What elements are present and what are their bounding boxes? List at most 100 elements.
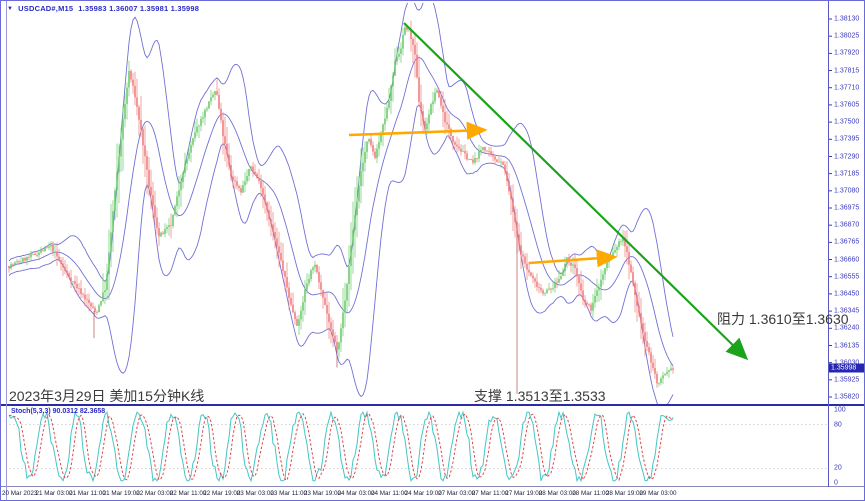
chart-shape — [498, 161, 500, 163]
chart-shape — [572, 264, 574, 266]
symbol-dropdown-icon[interactable]: ▼ — [7, 5, 14, 12]
price-tick-label: 1.37815 — [834, 67, 860, 74]
chart-shape — [314, 264, 316, 268]
support-annotation[interactable]: 支撑 1.3513至1.3533 — [474, 388, 606, 404]
chart-shape — [660, 378, 662, 383]
chart-shape — [266, 202, 268, 211]
time-tick-label: 27 Mar 03:00 — [438, 490, 476, 497]
chart-shape — [204, 109, 206, 118]
chart-shape — [672, 368, 674, 370]
chart-shape — [500, 161, 502, 163]
chart-shape — [34, 253, 36, 255]
chart-shape — [296, 319, 298, 326]
chart-shape — [432, 101, 434, 105]
stoch-d-line — [9, 412, 674, 482]
chart-shape — [318, 272, 320, 283]
chart-shape — [606, 262, 608, 269]
chart-shape — [440, 97, 442, 106]
price-tick-label: 1.38025 — [834, 32, 860, 40]
chart-shape — [136, 97, 138, 107]
main-indicator-separator[interactable] — [1, 404, 864, 406]
chart-shape — [638, 305, 640, 313]
chart-shape — [496, 159, 498, 162]
chart-shape — [550, 288, 552, 290]
chart-shape — [178, 190, 180, 197]
chart-shape — [556, 281, 558, 283]
chart-shape — [294, 312, 296, 320]
price-tick-label: 1.37395 — [834, 135, 860, 143]
chart-shape — [310, 270, 312, 280]
chart-shape — [524, 256, 526, 264]
chart-shape — [462, 151, 464, 152]
date-annotation[interactable]: 2023年3月29日 美加15分钟K线 — [9, 388, 205, 404]
chart-shape — [132, 79, 134, 86]
price-tick-label: 1.36555 — [834, 273, 860, 281]
chart-shape — [390, 86, 392, 101]
chart-shape — [166, 227, 168, 229]
chart-shape — [428, 114, 430, 124]
time-tick-label: 28 Mar 11:00 — [572, 490, 609, 497]
chart-shape — [634, 282, 636, 295]
chart-shape — [452, 135, 454, 143]
chart-shape — [364, 151, 366, 163]
chart-shape — [182, 173, 184, 183]
price-chart-layer[interactable] — [8, 1, 674, 409]
resistance-arrow-object[interactable] — [348, 121, 488, 140]
chart-shape — [530, 272, 532, 276]
chart-shape — [516, 221, 518, 235]
chart-shape — [344, 300, 346, 313]
time-tick-label: 27 Mar 19:00 — [505, 490, 543, 497]
price-tick-label: 1.37080 — [834, 187, 860, 195]
chart-shape — [466, 153, 468, 160]
chart-shape — [196, 126, 198, 133]
chart-shape — [30, 254, 32, 257]
price-tick-label: 1.36030 — [834, 359, 859, 366]
chart-shape — [514, 212, 516, 222]
chart-shape — [322, 289, 324, 298]
chart-shape — [616, 247, 618, 251]
price-tick-label: 1.35820 — [834, 393, 860, 401]
chart-shape — [558, 279, 560, 283]
chart-shape — [326, 304, 328, 314]
chart-shape — [430, 104, 432, 115]
chart-shape — [244, 181, 246, 186]
resistance-arrow-object[interactable] — [528, 249, 618, 268]
chart-shape — [10, 264, 12, 269]
chart-shape — [408, 29, 410, 31]
chart-shape — [292, 304, 294, 313]
chart-shape — [484, 147, 486, 151]
chart-shape — [642, 323, 644, 333]
chart-shape — [578, 276, 580, 284]
time-tick-label: 27 Mar 11:00 — [471, 490, 509, 497]
chart-shape — [472, 159, 474, 163]
resistance-annotation[interactable]: 阻力 1.3610至1.3630 — [717, 311, 849, 327]
chart-shape — [644, 332, 646, 341]
chart-shape — [414, 44, 416, 55]
price-tick-label: 1.36450 — [834, 290, 860, 298]
chart-shape — [120, 139, 122, 157]
chart-shape — [480, 149, 482, 152]
stochastic-indicator-label: Stoch(5,3,3) 90.0312 82.3658 — [11, 408, 106, 415]
chart-shape — [220, 108, 222, 121]
stoch-k-line — [8, 410, 674, 483]
chart-shape — [76, 284, 78, 289]
time-tick-label: 28 Mar 19:00 — [605, 490, 643, 497]
chart-shape — [290, 298, 292, 305]
chart-shape — [632, 272, 634, 283]
chart-shape — [454, 142, 456, 145]
chart-shape — [114, 190, 116, 211]
chart-shape — [444, 112, 446, 123]
chart-shape — [248, 169, 250, 176]
trendline-object[interactable] — [403, 22, 749, 361]
time-tick-label: 24 Mar 11:00 — [371, 490, 408, 497]
chart-shape — [26, 256, 28, 261]
time-tick-label: 21 Mar 19:00 — [102, 490, 140, 497]
chart-shape — [574, 264, 576, 269]
stochastic-panel[interactable] — [8, 410, 827, 483]
chart-shape — [272, 224, 274, 232]
chart-shape — [586, 302, 588, 305]
chart-shape — [240, 188, 242, 193]
chart-shape — [416, 54, 418, 78]
chart-shape — [612, 252, 614, 256]
